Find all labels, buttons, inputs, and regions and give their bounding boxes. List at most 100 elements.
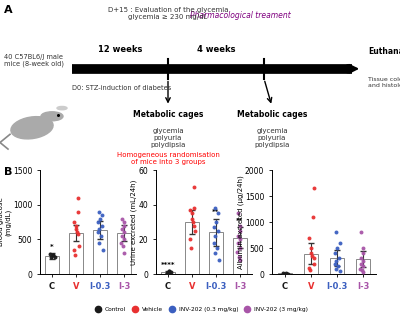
Point [237,228,244,233]
Point [74,230,80,235]
Point [333,266,339,272]
Point [164,271,170,276]
Point [99,223,105,228]
Point [96,240,102,245]
Point [100,247,106,252]
Point [50,252,56,257]
Point [212,251,218,256]
Bar [118,233,130,274]
Point [121,223,128,228]
Point [76,244,82,249]
Bar [210,232,222,274]
Point [189,216,196,221]
Point [360,251,366,256]
Point [310,214,316,219]
Point [121,230,127,235]
Text: Tissue colection, biochemical
and histological analysis: Tissue colection, biochemical and histol… [368,77,400,88]
Point [189,211,196,216]
Point [235,211,242,216]
Point [168,270,174,275]
Point [310,186,317,191]
Bar [304,254,318,274]
Point [121,251,128,256]
Y-axis label: Urine excreted (mL/24h): Urine excreted (mL/24h) [131,179,137,265]
Point [166,269,173,274]
Point [119,233,125,238]
Y-axis label: Albumin excreted (μg/24h): Albumin excreted (μg/24h) [237,175,244,269]
Text: **: ** [212,209,220,215]
Point [99,213,106,218]
Text: D0: STZ-induction of diabetes: D0: STZ-induction of diabetes [72,85,171,91]
Point [237,246,243,251]
Point [188,246,194,251]
Bar [94,230,106,274]
Point [75,195,82,200]
Point [121,220,128,225]
Point [216,258,222,263]
Point [360,270,366,275]
Point [358,261,364,266]
Point [95,230,101,235]
Point [190,220,196,225]
Point [119,216,126,221]
Bar [162,272,174,274]
Text: Euthanasia: Euthanasia [368,47,400,56]
Point [73,226,80,232]
Bar [186,222,198,274]
Point [282,271,289,276]
Point [75,231,82,236]
Point [333,230,340,235]
Point [336,256,342,261]
Point [121,237,127,242]
Text: glycemia
polyuria
polydipsia: glycemia polyuria polydipsia [150,128,186,148]
Bar [46,256,59,274]
Point [309,253,316,258]
Point [120,244,126,249]
Point [215,211,222,216]
Y-axis label: Blood glucose
(mg/dL): Blood glucose (mg/dL) [0,198,12,246]
Text: ****: **** [161,262,175,268]
Point [73,223,80,228]
Bar [234,238,246,274]
Point [358,230,364,235]
Point [211,225,218,230]
Point [357,266,363,272]
Point [332,251,338,256]
Bar [70,233,83,274]
Point [187,208,193,213]
Point [310,256,317,261]
Bar [278,273,292,274]
Text: D+15 : Evaluation of the glycemia
glycemia ≥ 230 mg/dL: D+15 : Evaluation of the glycemia glycem… [108,7,228,20]
Point [237,223,244,228]
Point [358,256,364,261]
Point [360,259,366,264]
Legend: Control, Vehicle, INV-202 (0.3 mg/kg), INV-202 (3 mg/kg): Control, Vehicle, INV-202 (0.3 mg/kg), I… [92,307,308,312]
Point [236,254,242,259]
Point [211,240,217,245]
Point [337,269,344,274]
Ellipse shape [11,117,53,139]
Point [237,258,244,263]
Point [285,271,291,276]
Point [192,228,198,233]
Point [96,209,102,214]
Point [187,237,194,242]
Text: Metabolic cages: Metabolic cages [237,110,307,119]
Point [214,246,220,251]
Point [212,220,219,225]
Ellipse shape [57,106,67,110]
Point [283,271,290,276]
Point [235,233,242,238]
Point [71,220,77,225]
Point [333,259,339,264]
Bar [330,258,344,274]
Text: A: A [4,5,13,15]
Point [306,235,312,240]
Point [360,264,366,269]
Text: Metabolic cages: Metabolic cages [133,110,203,119]
Point [311,261,317,266]
Point [212,233,218,238]
Point [212,206,218,211]
Text: *: * [50,243,54,249]
Point [280,271,286,276]
